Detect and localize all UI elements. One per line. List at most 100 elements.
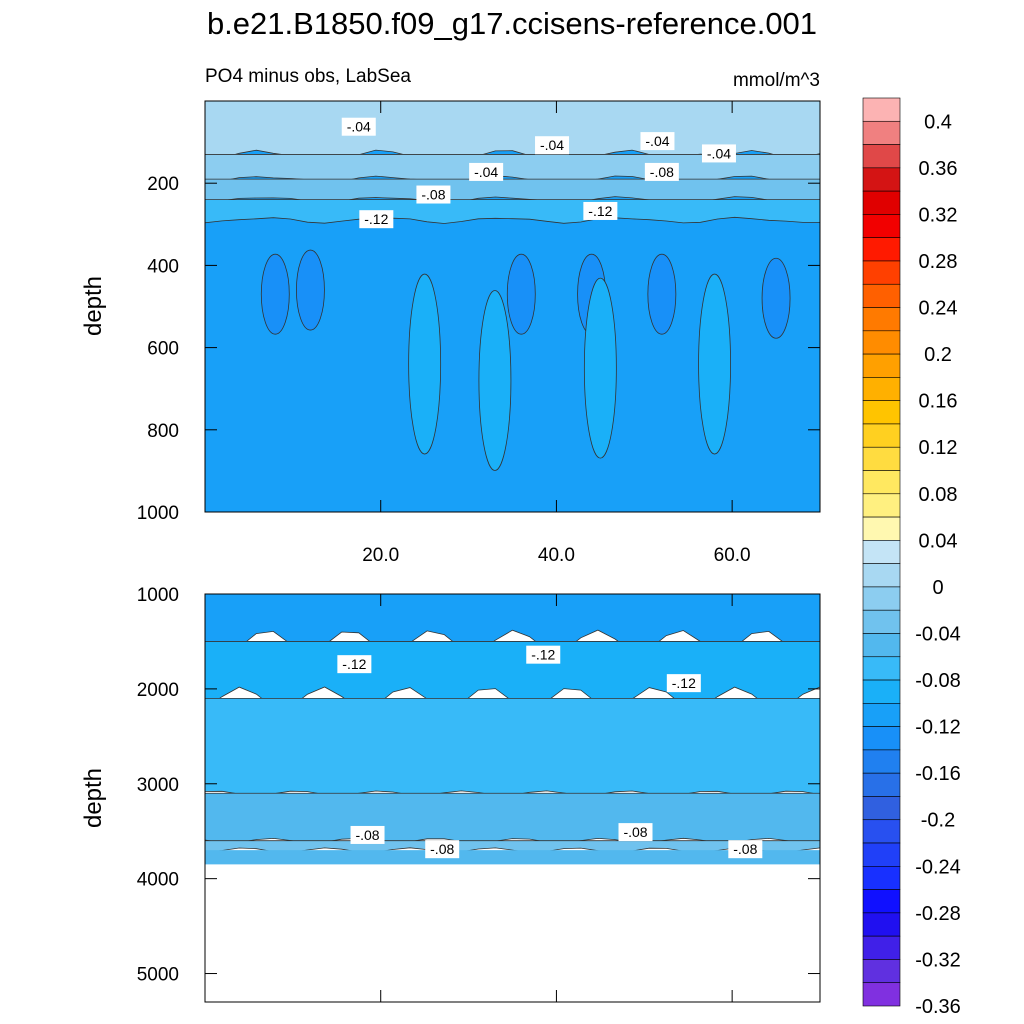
contour-label: -.08 [430, 841, 454, 857]
colorbar: 0.4 0.36 0.32 0.28 0.24 0.2 0.16 0.12 0.08 0.04 0 -… [862, 97, 961, 1018]
upper-contour-blob [296, 249, 325, 331]
contour-label: -.08 [421, 187, 445, 203]
colorbar-box [862, 540, 901, 564]
contour-label: -.08 [650, 164, 674, 180]
upper-contour-blob [260, 253, 290, 335]
colorbar-label: -0.08 [915, 670, 961, 692]
lower-y-tick-label: 3000 [137, 775, 179, 796]
contour-label: -.04 [540, 137, 564, 153]
contour-label-box [618, 823, 653, 842]
contour-label-box [350, 825, 385, 844]
upper-contour-blob [408, 273, 442, 455]
colorbar-box [862, 633, 901, 658]
contour-label-box [728, 840, 763, 859]
upper-contour-blob [506, 253, 536, 335]
contour-label-box [526, 645, 561, 664]
colorbar-box [862, 563, 901, 588]
colorbar-box [862, 726, 901, 751]
colorbar-box [862, 423, 901, 448]
contour-label-box [644, 162, 679, 181]
contour-label: -.04 [645, 133, 669, 149]
colorbar-box [862, 749, 901, 774]
units-label: mmol/m^3 [733, 70, 820, 91]
colorbar-box [862, 982, 901, 1007]
colorbar-box [862, 214, 901, 238]
colorbar-box [862, 889, 901, 914]
contour-label: -.08 [355, 827, 379, 843]
colorbar-box [862, 912, 901, 937]
colorbar-label: 0 [932, 577, 943, 599]
x-tick-label: 60.0 [714, 545, 751, 566]
lower-y-axis-label: depth [80, 768, 107, 828]
upper-panel-frame [204, 100, 821, 513]
upper-contour-blob [478, 290, 512, 471]
contour-label-box [469, 162, 504, 181]
colorbar-label: 0.4 [924, 111, 952, 133]
colorbar-box [862, 819, 901, 844]
colorbar-box [862, 97, 901, 122]
colorbar-box [862, 167, 901, 192]
contour-label: -.08 [733, 841, 757, 857]
contour-label: -.12 [364, 211, 388, 227]
colorbar-label: 0.28 [919, 251, 958, 273]
contour-label: -.12 [672, 675, 696, 691]
left-subtitle: PO4 minus obs, LabSea [205, 66, 411, 87]
colorbar-box [862, 446, 901, 471]
colorbar-box [862, 586, 901, 611]
colorbar-label: -0.36 [915, 996, 961, 1018]
upper-y-tick-label: 200 [147, 174, 179, 195]
colorbar-box [862, 190, 901, 215]
colorbar-box [862, 703, 901, 727]
x-tick-label: 40.0 [538, 545, 575, 566]
colorbar-box [862, 959, 901, 984]
colorbar-box [862, 866, 901, 890]
colorbar-box [862, 377, 901, 401]
colorbar-box [862, 935, 901, 960]
chart-title: b.e21.B1850.f09_g17.ccisens-reference.00… [207, 6, 817, 41]
upper-y-tick-label: 800 [147, 421, 179, 442]
colorbar-label: -0.16 [915, 763, 961, 785]
colorbar-box [862, 842, 901, 867]
colorbar-label: 0.04 [919, 530, 958, 552]
colorbar-box [862, 330, 901, 355]
colorbar-box [862, 144, 901, 169]
lower-contour-band [204, 792, 821, 844]
lower-panel-frame [204, 593, 821, 1003]
colorbar-box [862, 470, 901, 495]
upper-contour-blob [761, 257, 791, 339]
contour-label-box [535, 136, 570, 155]
upper-panel: 200 400 600 800 1000 20.0 40.0 60.0 depth -.04 -… [80, 100, 821, 566]
upper-y-tick-label: 400 [147, 256, 179, 277]
contour-label: -.12 [342, 656, 366, 672]
colorbar-box [862, 120, 901, 145]
contour-label: -.12 [588, 203, 612, 219]
colorbar-box [862, 516, 901, 541]
contour-label-box [701, 144, 736, 163]
colorbar-box [862, 260, 901, 285]
colorbar-box [862, 656, 901, 681]
colorbar-box [862, 609, 901, 634]
colorbar-box [862, 679, 901, 704]
colorbar-label: 0.36 [919, 158, 958, 180]
lower-y-tick-label: 1000 [137, 585, 179, 606]
colorbar-box [862, 307, 901, 332]
colorbar-label: 0.32 [919, 204, 958, 226]
contour-label: -.12 [531, 647, 555, 663]
contour-label-box [337, 655, 372, 674]
upper-y-tick-label: 600 [147, 339, 179, 360]
upper-contour-blob [698, 273, 731, 455]
contour-label-box [583, 201, 618, 220]
colorbar-label: -0.32 [915, 949, 961, 971]
contour-label: -.04 [474, 164, 498, 180]
colorbar-box [862, 796, 901, 821]
colorbar-box [862, 353, 901, 378]
lower-contour-band [205, 850, 820, 865]
colorbar-box [862, 400, 901, 425]
contour-label-box [425, 840, 460, 859]
colorbar-box [862, 237, 901, 262]
colorbar-label: -0.24 [915, 856, 961, 878]
colorbar-label: -0.12 [915, 717, 961, 739]
x-tick-label: 20.0 [362, 545, 399, 566]
lower-y-tick-label: 5000 [137, 965, 179, 986]
